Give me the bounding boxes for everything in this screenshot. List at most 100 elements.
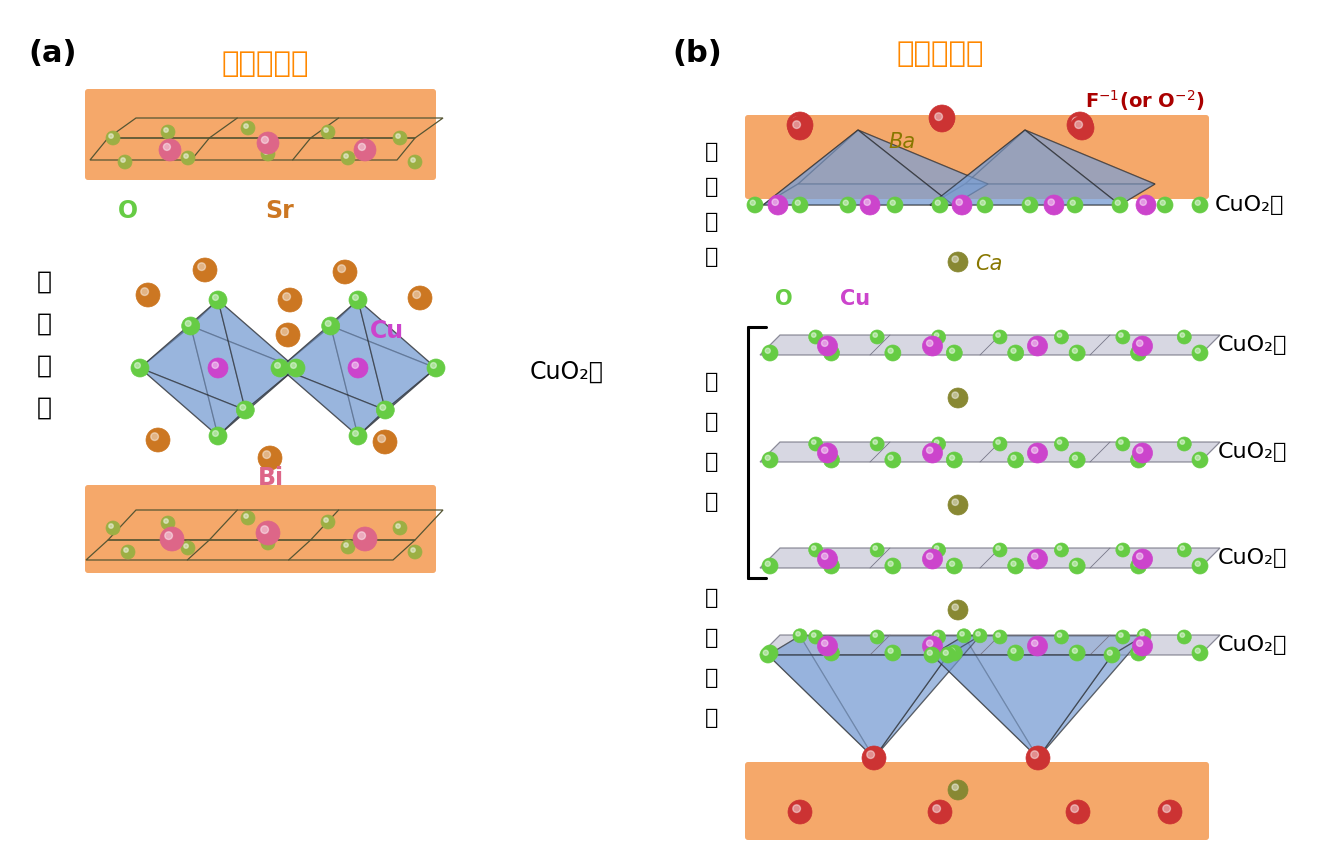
Circle shape [951, 256, 958, 262]
Circle shape [823, 645, 839, 661]
Circle shape [427, 359, 445, 377]
Circle shape [867, 751, 875, 759]
Polygon shape [965, 130, 1155, 184]
Circle shape [324, 518, 328, 523]
Circle shape [1136, 640, 1143, 647]
Circle shape [792, 197, 808, 213]
Circle shape [1067, 197, 1083, 213]
Circle shape [209, 427, 226, 445]
Polygon shape [760, 548, 1219, 568]
Circle shape [1131, 345, 1147, 361]
Circle shape [322, 317, 340, 335]
Circle shape [809, 630, 823, 644]
Circle shape [812, 332, 816, 338]
Circle shape [378, 435, 386, 443]
Circle shape [261, 147, 275, 161]
Circle shape [413, 291, 421, 299]
Circle shape [931, 543, 946, 557]
Circle shape [1008, 345, 1024, 361]
Circle shape [163, 143, 170, 150]
Circle shape [352, 527, 377, 551]
Circle shape [872, 332, 878, 338]
Circle shape [821, 640, 828, 647]
Circle shape [1140, 632, 1144, 636]
Polygon shape [933, 655, 1112, 758]
Circle shape [1069, 345, 1085, 361]
Circle shape [1055, 543, 1068, 557]
Circle shape [185, 320, 192, 326]
Polygon shape [930, 184, 1155, 205]
FancyBboxPatch shape [745, 762, 1209, 840]
Circle shape [1178, 330, 1191, 344]
Circle shape [430, 363, 437, 368]
Circle shape [352, 362, 358, 368]
Circle shape [244, 124, 248, 128]
Polygon shape [762, 130, 953, 205]
Circle shape [864, 199, 871, 206]
Circle shape [1195, 648, 1201, 654]
Circle shape [872, 546, 878, 550]
Circle shape [261, 536, 275, 550]
Circle shape [827, 562, 832, 566]
Text: た: た [36, 354, 51, 378]
Polygon shape [930, 130, 1120, 205]
Circle shape [888, 348, 894, 353]
Circle shape [134, 363, 141, 368]
Circle shape [996, 332, 1000, 338]
Circle shape [870, 543, 884, 557]
Circle shape [762, 345, 779, 361]
Circle shape [271, 359, 289, 377]
Circle shape [796, 632, 800, 636]
Circle shape [996, 633, 1000, 637]
Circle shape [950, 562, 954, 566]
Circle shape [1131, 645, 1147, 661]
Circle shape [927, 650, 933, 655]
Circle shape [870, 630, 884, 644]
Polygon shape [800, 635, 980, 758]
Circle shape [860, 195, 880, 215]
Circle shape [823, 558, 839, 574]
Circle shape [1069, 558, 1085, 574]
Circle shape [930, 108, 954, 132]
Circle shape [1008, 452, 1024, 468]
Polygon shape [768, 635, 980, 655]
Circle shape [950, 648, 954, 654]
Text: Sr: Sr [265, 199, 293, 223]
Circle shape [959, 632, 965, 636]
Circle shape [213, 294, 218, 300]
Polygon shape [190, 300, 296, 368]
Circle shape [922, 336, 942, 356]
Circle shape [1010, 348, 1016, 353]
Text: CuO₂面: CuO₂面 [1218, 548, 1288, 568]
Circle shape [977, 197, 993, 213]
Text: れ: れ [36, 312, 51, 336]
Circle shape [151, 433, 158, 440]
Circle shape [1136, 195, 1156, 215]
Circle shape [121, 545, 135, 559]
Circle shape [884, 645, 900, 661]
Circle shape [1136, 447, 1143, 453]
Text: 紺: 紺 [705, 372, 718, 392]
Circle shape [1072, 348, 1077, 353]
Text: O: O [118, 199, 138, 223]
Circle shape [1138, 628, 1151, 643]
Circle shape [1178, 543, 1191, 557]
Circle shape [135, 283, 159, 307]
Circle shape [212, 362, 218, 368]
Circle shape [870, 330, 884, 344]
Circle shape [1195, 455, 1201, 460]
Circle shape [888, 648, 894, 654]
Text: O: O [775, 289, 793, 309]
Circle shape [926, 340, 933, 346]
Polygon shape [762, 184, 988, 205]
Circle shape [922, 443, 942, 463]
Circle shape [241, 121, 255, 135]
Circle shape [947, 600, 967, 620]
Polygon shape [1038, 635, 1144, 758]
Circle shape [750, 201, 756, 206]
Circle shape [765, 455, 770, 460]
Circle shape [821, 340, 828, 346]
Circle shape [884, 558, 900, 574]
Circle shape [943, 650, 949, 655]
Circle shape [1134, 348, 1139, 353]
